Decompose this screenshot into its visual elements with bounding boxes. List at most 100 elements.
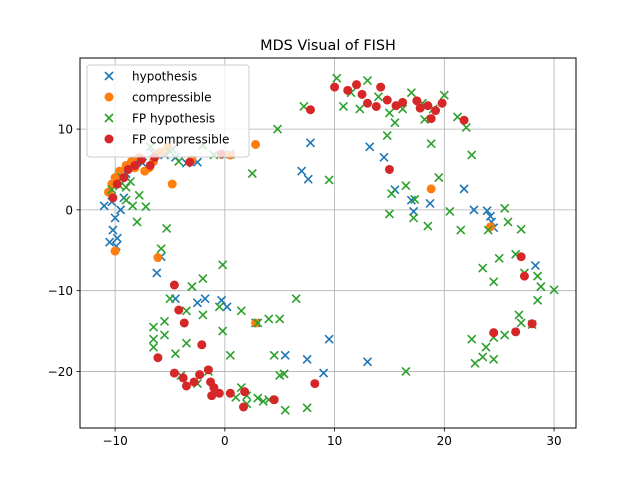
data-point — [382, 130, 392, 141]
data-point — [236, 306, 246, 316]
data-point — [105, 237, 115, 247]
data-point — [148, 342, 159, 352]
data-point — [355, 104, 365, 114]
x-tick-label: 30 — [546, 434, 561, 448]
data-point — [489, 328, 499, 338]
data-point — [178, 373, 188, 383]
legend-marker — [104, 113, 114, 123]
data-point — [371, 101, 381, 111]
data-point — [181, 381, 191, 391]
data-point — [384, 209, 395, 219]
data-point — [181, 338, 192, 348]
data-point — [195, 370, 205, 380]
x-tick-label: −10 — [102, 434, 127, 448]
data-point — [121, 182, 131, 192]
data-point — [112, 179, 122, 189]
data-point — [456, 225, 466, 235]
data-point — [373, 92, 384, 102]
data-point — [116, 205, 126, 215]
data-point — [153, 353, 163, 363]
data-point — [110, 213, 120, 223]
data-point — [136, 155, 146, 165]
data-point — [481, 342, 491, 352]
data-point — [179, 318, 189, 328]
x-tick-label: 10 — [327, 434, 342, 448]
data-point — [134, 190, 144, 200]
data-point — [99, 201, 109, 211]
data-point — [251, 318, 261, 328]
data-point — [332, 73, 342, 83]
data-point — [426, 139, 436, 149]
data-point — [174, 305, 184, 315]
data-point — [218, 260, 228, 270]
data-point — [423, 101, 433, 111]
data-point — [467, 334, 477, 344]
data-point — [269, 395, 279, 405]
data-point — [489, 354, 499, 364]
data-point — [489, 277, 499, 287]
data-point — [258, 396, 268, 406]
data-point — [363, 98, 373, 108]
data-point — [409, 213, 419, 223]
data-point — [197, 340, 207, 350]
data-point — [141, 202, 151, 212]
data-point — [148, 322, 159, 332]
data-point — [434, 172, 444, 183]
data-point — [500, 203, 510, 213]
data-point — [423, 221, 433, 231]
data-point — [426, 184, 436, 194]
data-point — [181, 306, 192, 316]
data-point — [275, 370, 285, 381]
data-point — [119, 173, 129, 183]
data-point — [264, 314, 274, 324]
data-point — [459, 115, 469, 125]
data-point — [470, 358, 480, 368]
data-point — [200, 294, 210, 304]
data-point — [516, 252, 526, 262]
data-point — [362, 76, 373, 86]
y-tick-label: −20 — [48, 365, 73, 379]
data-point — [376, 82, 386, 92]
data-point — [533, 271, 543, 281]
data-point — [461, 122, 471, 133]
data-point — [280, 405, 290, 415]
data-point — [153, 253, 163, 263]
data-point — [269, 350, 279, 360]
data-point — [130, 160, 140, 170]
legend-label: FP compressible — [132, 133, 229, 147]
data-point — [203, 365, 213, 375]
x-tick-label: 0 — [221, 434, 229, 448]
data-point — [159, 330, 170, 340]
data-point — [209, 383, 219, 393]
data-point — [437, 98, 447, 108]
data-point — [148, 334, 159, 344]
data-point — [162, 223, 172, 234]
data-point — [406, 88, 416, 98]
data-point — [425, 198, 435, 208]
data-point — [214, 302, 224, 312]
data-point — [482, 206, 492, 216]
legend-box — [86, 64, 250, 158]
data-point — [310, 379, 320, 389]
data-point — [305, 105, 315, 115]
data-point — [478, 263, 488, 273]
data-point — [207, 391, 217, 401]
x-tick-label: 20 — [437, 434, 452, 448]
data-point — [189, 377, 199, 387]
chart-title: MDS Visual of FISH — [260, 38, 396, 54]
data-point — [198, 273, 208, 284]
data-point — [156, 244, 166, 254]
legend-marker — [104, 92, 114, 102]
y-tick-label: 10 — [58, 123, 73, 137]
data-point — [275, 314, 285, 324]
legend-marker — [104, 134, 114, 144]
data-point — [280, 350, 290, 360]
data-point — [108, 193, 118, 203]
data-point — [330, 82, 340, 92]
data-point — [459, 184, 469, 194]
data-point — [132, 217, 142, 227]
y-tick-label: 0 — [65, 203, 73, 217]
data-point — [240, 387, 250, 397]
